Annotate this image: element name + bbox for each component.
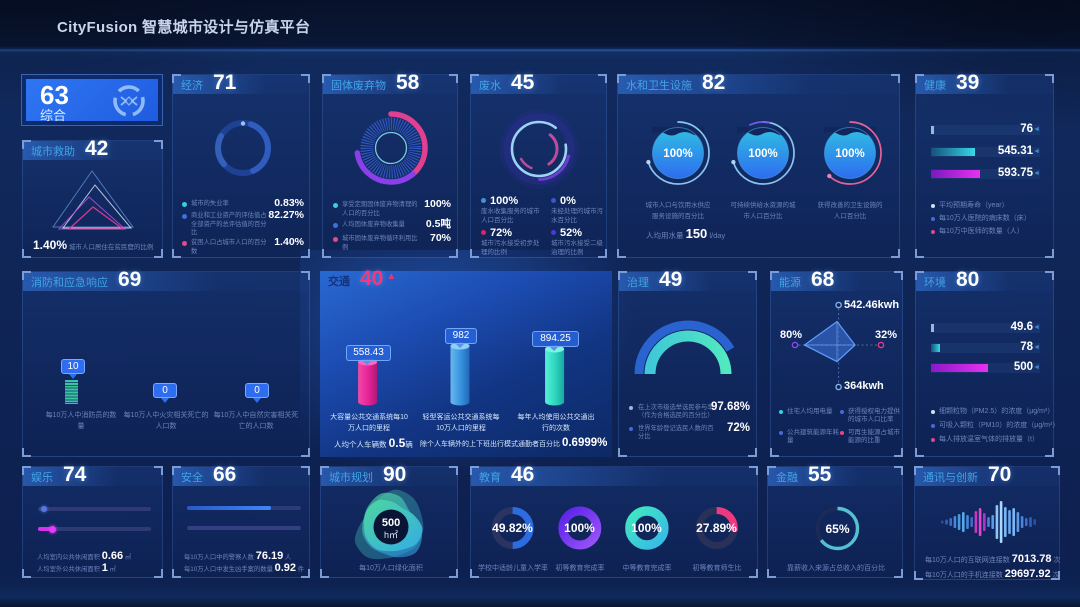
svg-text:100%: 100% [748, 148, 777, 160]
svg-text:100%: 100% [835, 148, 864, 160]
svg-text:h㎡: h㎡ [384, 530, 398, 540]
svg-text:500: 500 [382, 517, 400, 529]
svg-text:100%: 100% [663, 148, 692, 160]
